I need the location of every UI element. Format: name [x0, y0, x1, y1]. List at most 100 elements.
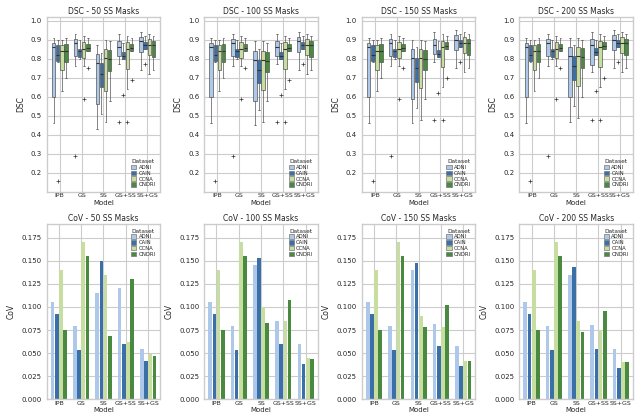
PathPatch shape	[231, 39, 235, 56]
Title: DSC - 100 SS Masks: DSC - 100 SS Masks	[223, 7, 299, 16]
Bar	[63, 330, 67, 399]
PathPatch shape	[244, 44, 247, 51]
Y-axis label: CoV: CoV	[7, 304, 16, 319]
X-axis label: Model: Model	[566, 407, 587, 413]
PathPatch shape	[598, 41, 602, 67]
PathPatch shape	[130, 44, 133, 51]
PathPatch shape	[433, 39, 436, 54]
X-axis label: Model: Model	[408, 200, 429, 206]
PathPatch shape	[257, 60, 260, 84]
Title: CoV - 100 SS Masks: CoV - 100 SS Masks	[223, 214, 299, 223]
Bar	[437, 346, 441, 399]
PathPatch shape	[122, 52, 125, 59]
Bar	[392, 350, 396, 399]
Bar	[144, 360, 148, 399]
PathPatch shape	[397, 42, 401, 58]
PathPatch shape	[371, 45, 374, 60]
PathPatch shape	[239, 42, 243, 58]
Bar	[126, 342, 130, 399]
Y-axis label: DSC: DSC	[16, 97, 25, 112]
Bar	[301, 364, 305, 399]
Bar	[81, 242, 85, 399]
PathPatch shape	[559, 44, 562, 51]
PathPatch shape	[375, 45, 379, 70]
PathPatch shape	[108, 50, 111, 71]
Bar	[310, 359, 314, 399]
PathPatch shape	[568, 47, 572, 97]
PathPatch shape	[463, 37, 466, 53]
Bar	[532, 270, 536, 399]
Bar	[419, 316, 422, 399]
PathPatch shape	[550, 49, 554, 57]
Bar	[221, 330, 225, 399]
PathPatch shape	[261, 50, 265, 90]
PathPatch shape	[275, 41, 278, 56]
PathPatch shape	[221, 45, 225, 61]
PathPatch shape	[214, 45, 217, 60]
Bar	[577, 321, 580, 399]
PathPatch shape	[380, 45, 383, 61]
PathPatch shape	[393, 49, 396, 57]
Bar	[445, 305, 449, 399]
Bar	[378, 330, 382, 399]
X-axis label: Model: Model	[93, 407, 114, 413]
Bar	[625, 362, 629, 399]
PathPatch shape	[445, 42, 449, 49]
Bar	[580, 332, 584, 399]
Bar	[401, 256, 404, 399]
Bar	[239, 242, 243, 399]
X-axis label: Model: Model	[251, 200, 271, 206]
PathPatch shape	[532, 45, 536, 70]
PathPatch shape	[580, 48, 584, 68]
Bar	[73, 326, 77, 399]
Bar	[261, 307, 265, 399]
Bar	[524, 302, 527, 399]
PathPatch shape	[104, 49, 108, 91]
PathPatch shape	[279, 52, 283, 59]
X-axis label: Model: Model	[251, 407, 271, 413]
PathPatch shape	[74, 39, 77, 56]
Bar	[59, 270, 63, 399]
PathPatch shape	[602, 42, 606, 49]
Bar	[463, 360, 467, 399]
Title: CoV - 150 SS Masks: CoV - 150 SS Masks	[381, 214, 456, 223]
PathPatch shape	[297, 37, 300, 52]
Bar	[100, 261, 103, 399]
Y-axis label: DSC: DSC	[173, 97, 182, 112]
PathPatch shape	[236, 49, 239, 57]
PathPatch shape	[309, 41, 313, 57]
PathPatch shape	[64, 45, 68, 61]
X-axis label: Model: Model	[566, 200, 587, 206]
Bar	[212, 315, 216, 399]
Bar	[410, 270, 414, 399]
PathPatch shape	[459, 40, 462, 47]
Bar	[388, 326, 392, 399]
PathPatch shape	[436, 50, 440, 57]
Legend: ADNI, CAIN, CCNA, ONDRI: ADNI, CAIN, CCNA, ONDRI	[602, 226, 630, 259]
Legend: ADNI, CAIN, CCNA, ONDRI: ADNI, CAIN, CCNA, ONDRI	[602, 157, 630, 189]
PathPatch shape	[411, 49, 414, 99]
Bar	[298, 344, 301, 399]
Bar	[280, 344, 283, 399]
PathPatch shape	[467, 39, 470, 55]
Bar	[95, 293, 99, 399]
PathPatch shape	[253, 50, 257, 100]
Bar	[590, 326, 594, 399]
Bar	[468, 360, 471, 399]
Legend: ADNI, CAIN, CCNA, ONDRI: ADNI, CAIN, CCNA, ONDRI	[444, 157, 473, 189]
Bar	[572, 267, 576, 399]
PathPatch shape	[287, 44, 291, 51]
Y-axis label: DSC: DSC	[331, 97, 340, 112]
PathPatch shape	[454, 35, 458, 50]
Bar	[306, 358, 310, 399]
Bar	[266, 323, 269, 399]
PathPatch shape	[118, 41, 121, 56]
Bar	[455, 346, 459, 399]
PathPatch shape	[152, 41, 155, 57]
Bar	[51, 302, 54, 399]
X-axis label: Model: Model	[408, 407, 429, 413]
PathPatch shape	[95, 54, 99, 105]
Y-axis label: CoV: CoV	[164, 304, 173, 319]
Bar	[217, 270, 220, 399]
Y-axis label: DSC: DSC	[489, 97, 498, 112]
